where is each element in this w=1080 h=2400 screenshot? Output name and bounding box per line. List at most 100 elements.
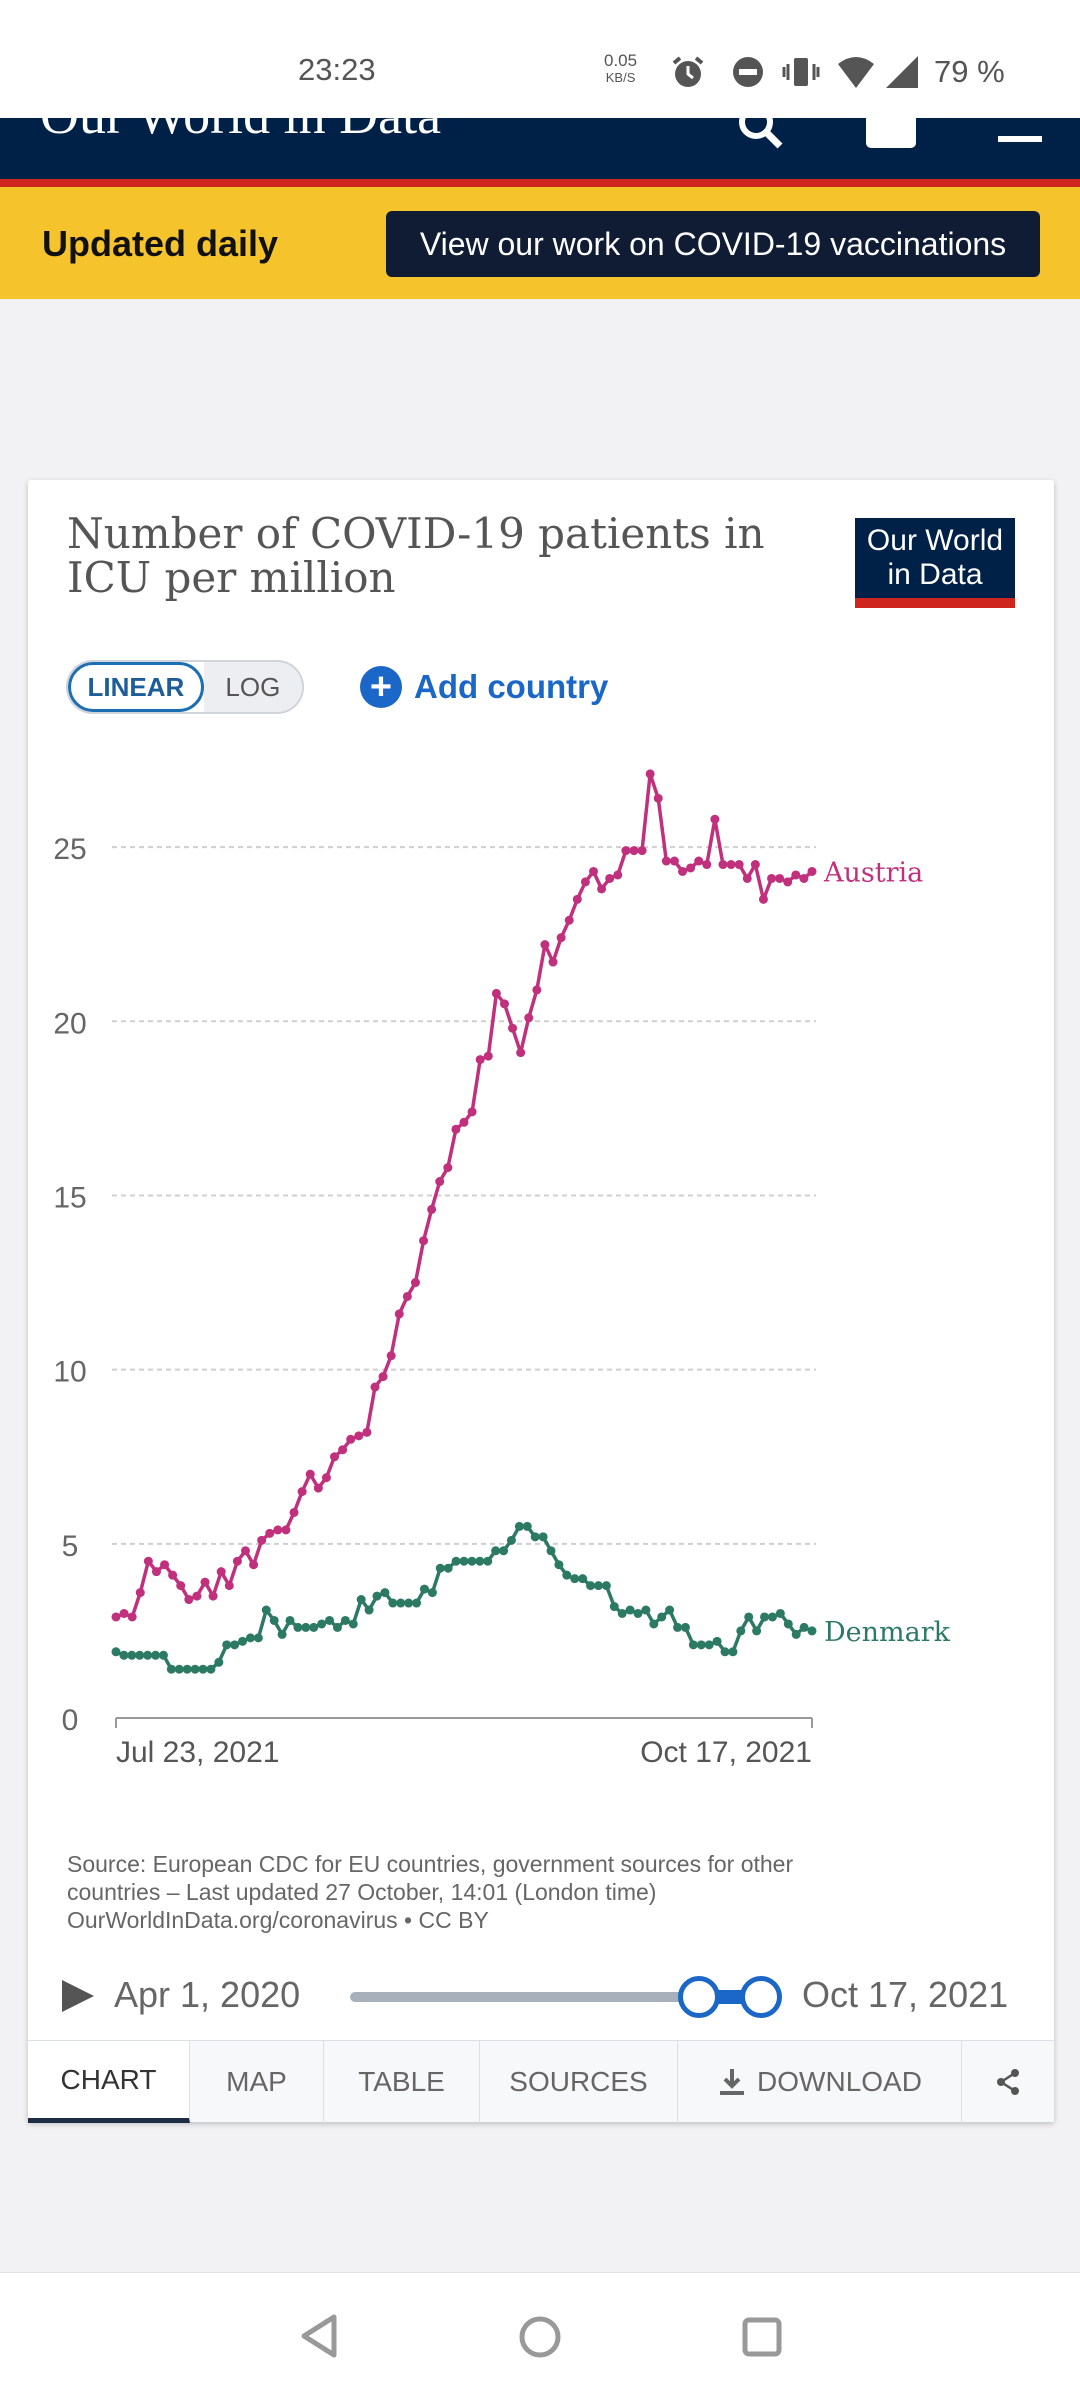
data-point-austria [192, 1591, 202, 1601]
data-point-austria [184, 1595, 194, 1605]
data-point-denmark [744, 1612, 754, 1622]
data-point-denmark [301, 1622, 311, 1632]
data-point-denmark [388, 1598, 398, 1608]
data-point-austria [637, 846, 647, 856]
data-point-denmark [665, 1605, 675, 1615]
add-country-button[interactable]: + Add country [360, 662, 608, 712]
data-point-austria [702, 860, 712, 870]
data-point-austria [135, 1588, 145, 1598]
timeline-end-handle[interactable] [740, 1976, 782, 2018]
share-button[interactable] [962, 2041, 1054, 2123]
data-point-austria [451, 1124, 461, 1134]
add-country-label: Add country [414, 668, 609, 705]
data-point-austria [467, 1107, 477, 1117]
data-point-austria [216, 1567, 226, 1577]
data-point-austria [734, 860, 744, 870]
data-point-denmark [554, 1560, 564, 1570]
data-point-austria [669, 856, 679, 866]
tab-sources[interactable]: SOURCES [480, 2041, 678, 2123]
home-icon[interactable] [518, 2315, 562, 2359]
data-point-austria [645, 769, 655, 779]
tab-chart[interactable]: CHART [28, 2041, 190, 2123]
data-point-denmark [158, 1650, 168, 1660]
linear-scale-button[interactable]: LINEAR [68, 662, 204, 712]
data-point-denmark [696, 1640, 706, 1650]
data-point-austria [443, 1163, 453, 1173]
owid-logo-line1: Our World [866, 524, 1004, 557]
data-point-austria [775, 873, 785, 883]
download-icon [720, 2069, 745, 2095]
data-point-denmark [443, 1563, 453, 1573]
timeline: Apr 1, 2020 Oct 17, 2021 [28, 1960, 1054, 2032]
line-chart: 0 5 10 15 20 25 Jul 23, 2021 Oct 17, 2021 Austri… [53, 769, 951, 1769]
search-icon[interactable] [736, 118, 786, 152]
data-point-austria [378, 1372, 388, 1382]
tab-table[interactable]: TABLE [324, 2041, 480, 2123]
wifi-icon [838, 57, 874, 88]
data-point-austria [321, 1473, 331, 1483]
data-point-denmark [499, 1546, 509, 1556]
data-point-denmark [190, 1664, 200, 1674]
updated-daily-label: Updated daily [42, 223, 279, 264]
battery-percent: 79 % [934, 54, 1005, 89]
data-point-austria [629, 846, 639, 856]
owid-logo[interactable]: Our World in Data [855, 518, 1015, 608]
data-point-austria [791, 870, 801, 880]
data-point-austria [564, 915, 574, 925]
data-point-austria [249, 1560, 259, 1570]
data-point-austria [265, 1528, 275, 1538]
source-line-1: Source: European CDC for EU countries, g… [67, 1851, 794, 1877]
site-logo[interactable]: Our World in Data [40, 118, 441, 146]
vaccinations-button[interactable]: View our work on COVID-19 vaccinations [386, 211, 1040, 277]
data-point-denmark [198, 1664, 208, 1674]
data-point-denmark [514, 1521, 524, 1531]
data-point-denmark [570, 1574, 580, 1584]
alarm-icon [672, 56, 704, 87]
data-point-austria [750, 860, 760, 870]
update-banner: Updated daily View our work on COVID-19 … [0, 187, 1080, 299]
data-point-austria [758, 894, 768, 904]
data-point-austria [119, 1608, 129, 1618]
recents-icon[interactable] [742, 2317, 782, 2357]
do-not-disturb-icon [733, 57, 763, 87]
owid-logo-line2: in Data [887, 558, 983, 591]
data-point-denmark [404, 1598, 414, 1608]
data-point-austria [799, 873, 809, 883]
data-point-denmark [593, 1581, 603, 1591]
share-icon [997, 2069, 1019, 2095]
data-point-austria [419, 1236, 429, 1246]
tab-download[interactable]: DOWNLOAD [678, 2041, 962, 2123]
data-point-denmark [364, 1605, 374, 1615]
data-point-denmark [775, 1608, 785, 1618]
data-point-denmark [427, 1588, 437, 1598]
data-point-denmark [799, 1622, 809, 1632]
data-point-austria [653, 793, 663, 803]
data-point-austria [767, 873, 777, 883]
menu-icon[interactable] [998, 118, 1042, 152]
timeline-start-handle[interactable] [678, 1976, 720, 2018]
data-point-denmark [372, 1591, 382, 1601]
data-point-austria [459, 1117, 469, 1127]
data-point-denmark [245, 1633, 255, 1643]
data-point-austria [532, 985, 542, 995]
data-point-denmark [712, 1636, 722, 1646]
back-icon[interactable] [298, 2313, 340, 2359]
timeline-start-date: Apr 1, 2020 [114, 1974, 301, 2015]
data-point-austria [661, 856, 671, 866]
log-scale-button[interactable]: LOG [203, 662, 302, 712]
data-point-denmark [760, 1612, 770, 1622]
timeline-track[interactable] [350, 1992, 778, 2002]
source-line-3[interactable]: OurWorldInData.org/coronavirus • CC BY [67, 1907, 489, 1933]
data-point-austria [410, 1278, 420, 1288]
data-point-austria [508, 1023, 518, 1033]
data-point-austria [726, 860, 736, 870]
data-point-austria [694, 856, 704, 866]
tab-map[interactable]: MAP [190, 2041, 324, 2123]
data-point-denmark [277, 1629, 287, 1639]
data-point-austria [718, 860, 728, 870]
data-point-denmark [206, 1664, 216, 1674]
play-icon[interactable] [60, 1978, 96, 2014]
data-point-denmark [475, 1556, 485, 1566]
data-point-austria [224, 1581, 234, 1591]
account-icon[interactable] [866, 118, 916, 152]
